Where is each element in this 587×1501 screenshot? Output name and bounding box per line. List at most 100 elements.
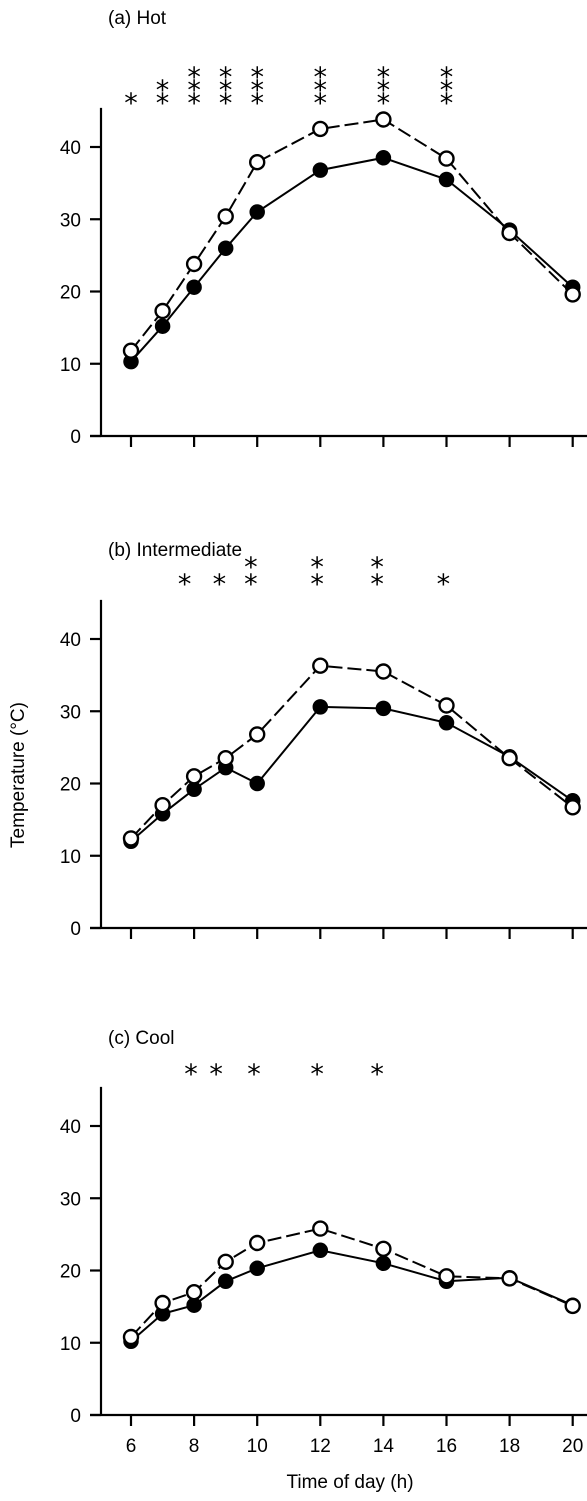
panel-title: (b) Intermediate <box>108 540 242 561</box>
data-point-open <box>185 1283 203 1301</box>
panel-title: (a) Hot <box>108 8 167 29</box>
data-point-open <box>154 797 171 814</box>
data-point-filled <box>375 1255 392 1272</box>
data-point-open <box>564 799 581 816</box>
significance-mark: * <box>156 88 170 119</box>
data-point-open <box>501 750 518 767</box>
y-tick-label: 0 <box>70 919 81 940</box>
significance-mark: * <box>370 1059 384 1090</box>
data-point-open <box>438 1268 455 1285</box>
significance-mark: * <box>213 569 227 600</box>
significance-mark: * <box>219 88 233 119</box>
y-tick-label: 40 <box>60 1117 81 1138</box>
significance-mark: * <box>219 75 233 106</box>
data-point-open <box>249 1234 266 1252</box>
series-line-open <box>130 664 574 840</box>
series-line-open <box>130 1227 574 1338</box>
significance-mark: * <box>250 62 264 93</box>
data-point-open <box>122 342 140 359</box>
data-point-open <box>375 111 392 128</box>
significance-mark: * <box>247 1059 261 1090</box>
data-point-open <box>564 286 581 303</box>
data-point-filled <box>375 700 392 717</box>
significance-mark: * <box>440 62 454 93</box>
significance-mark: * <box>156 75 170 106</box>
data-point-open <box>154 1294 171 1312</box>
significance-mark: * <box>250 75 264 106</box>
data-point-filled <box>375 150 392 166</box>
panel-title: (c) Cool <box>108 1028 175 1049</box>
significance-mark: * <box>219 62 233 93</box>
chart-panel-3: (c) Cool 0 10 20 30 40 6 8 10 12 14 16 18 20 * * * * * <box>60 1028 587 1457</box>
y-tick-label: 0 <box>70 427 81 448</box>
data-point-filled <box>438 171 455 188</box>
data-point-open <box>312 1220 329 1237</box>
significance-mark: * <box>244 569 258 600</box>
x-tick-label: 14 <box>373 1436 395 1457</box>
y-tick-label: 10 <box>60 355 81 376</box>
significance-mark: * <box>310 552 324 583</box>
data-point-open <box>375 1240 392 1258</box>
data-point-open <box>501 224 518 242</box>
y-tick-label: 0 <box>70 1406 81 1427</box>
data-point-open <box>501 1270 518 1287</box>
y-tick-label: 20 <box>60 1262 81 1283</box>
data-point-open <box>185 768 203 785</box>
y-tick-label: 10 <box>60 1334 81 1355</box>
data-point-open <box>564 1297 581 1315</box>
significance-mark: * <box>370 552 384 583</box>
data-point-filled <box>312 699 329 715</box>
y-tick-label: 30 <box>60 1189 81 1210</box>
y-tick-label: 10 <box>60 847 81 868</box>
data-point-filled <box>217 1273 234 1290</box>
data-point-open <box>217 208 234 225</box>
x-tick-label: 18 <box>499 1436 520 1457</box>
series-line-open <box>130 118 574 352</box>
significance-mark: * <box>187 88 201 119</box>
data-point-filled <box>312 1242 329 1259</box>
data-point-open <box>375 663 392 680</box>
data-point-open <box>154 302 171 320</box>
data-point-filled <box>438 715 455 731</box>
data-point-open <box>217 1253 234 1271</box>
series-line-filled <box>130 705 574 843</box>
data-point-filled <box>249 204 265 220</box>
x-tick-label: 6 <box>126 1436 137 1457</box>
significance-mark: * <box>187 75 201 106</box>
significance-mark: * <box>314 62 328 93</box>
significance-mark: * <box>314 88 328 119</box>
x-axis-title: Time of day (h) <box>286 1472 413 1493</box>
data-point-open <box>249 726 266 743</box>
significance-mark: * <box>244 552 258 583</box>
data-point-open <box>312 657 329 674</box>
significance-mark: * <box>440 75 454 106</box>
data-point-open <box>438 150 455 167</box>
y-axis-title: Temperature (°C) <box>8 702 29 848</box>
significance-mark: * <box>370 569 384 600</box>
x-tick-label: 20 <box>562 1436 583 1457</box>
x-tick-label: 12 <box>310 1436 331 1457</box>
data-point-open <box>312 120 329 138</box>
data-point-open <box>249 153 266 171</box>
x-tick-label: 8 <box>189 1436 200 1457</box>
y-tick-label: 30 <box>60 702 81 723</box>
significance-mark: * <box>250 88 264 119</box>
significance-mark: * <box>178 569 192 600</box>
significance-mark: * <box>377 88 391 119</box>
y-tick-label: 20 <box>60 775 81 796</box>
data-point-filled <box>249 775 265 792</box>
data-point-open <box>438 697 455 714</box>
y-tick-label: 40 <box>60 138 81 159</box>
data-point-filled <box>217 240 234 256</box>
significance-mark: * <box>440 88 454 119</box>
x-tick-label: 16 <box>436 1436 457 1457</box>
data-point-open <box>122 1328 140 1346</box>
significance-mark: * <box>187 62 201 93</box>
y-tick-label: 20 <box>60 283 81 304</box>
series-line-filled <box>130 1249 574 1343</box>
series-line-filled <box>130 156 574 363</box>
data-point-filled <box>249 1260 265 1277</box>
y-tick-label: 40 <box>60 630 81 651</box>
